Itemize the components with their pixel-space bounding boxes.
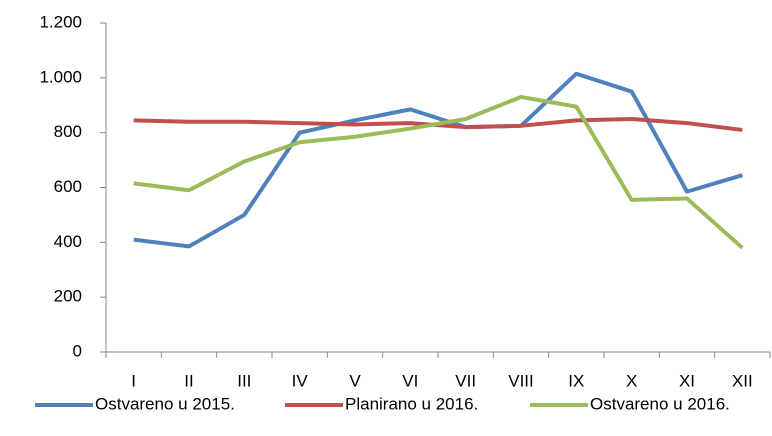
x-tick-label: VI <box>402 371 418 390</box>
x-tick-label: VIII <box>508 371 534 390</box>
y-tick-label: 600 <box>54 177 82 196</box>
x-tick-label: IV <box>292 371 309 390</box>
x-tick-label: X <box>626 371 637 390</box>
legend-label: Planirano u 2016. <box>345 394 478 413</box>
y-tick-label: 400 <box>54 232 82 251</box>
y-tick-label: 800 <box>54 122 82 141</box>
x-tick-label: I <box>131 371 136 390</box>
x-tick-label: III <box>237 371 251 390</box>
x-tick-label: VII <box>455 371 476 390</box>
y-tick-label: 200 <box>54 287 82 306</box>
y-tick-label: 0 <box>73 341 82 360</box>
legend-label: Ostvareno u 2016. <box>590 394 730 413</box>
y-tick-label: 1.200 <box>39 12 82 31</box>
series-line <box>133 71 743 249</box>
x-tick-label: XII <box>732 371 753 390</box>
x-tick-label: XI <box>679 371 695 390</box>
legend-label: Ostvareno u 2015. <box>95 394 235 413</box>
series-line <box>133 95 744 250</box>
x-tick-label: V <box>349 371 361 390</box>
x-tick-label: IX <box>568 371 584 390</box>
y-tick-label: 1.000 <box>39 67 82 86</box>
x-tick-label: II <box>184 371 193 390</box>
